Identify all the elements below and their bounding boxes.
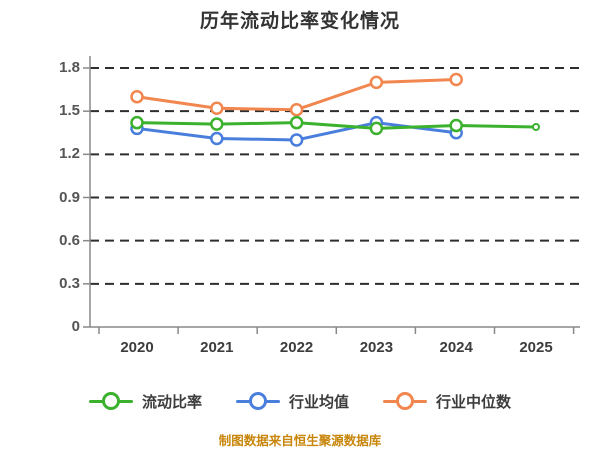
legend-item-流动比率[interactable]: 流动比率 (88, 391, 202, 412)
y-tick-label: 1.5 (59, 102, 80, 120)
data-point-行业中位数 (449, 72, 463, 87)
x-tick-label: 2024 (439, 339, 473, 356)
data-point-流动比率 (369, 121, 384, 136)
data-point-流动比率 (210, 117, 224, 131)
data-point-流动比率 (289, 115, 304, 130)
y-tick-label: 0.6 (59, 231, 80, 249)
y-tick-label: 0 (71, 318, 80, 335)
chart-title: 历年流动比率变化情况 (199, 11, 400, 32)
data-point-行业均值 (210, 131, 224, 146)
legend-marker-icon (235, 392, 280, 410)
data-point-行业中位数 (289, 102, 304, 117)
chart-legend: 流动比率 行业均值 行业中位数 (0, 388, 600, 414)
x-tick-label: 2025 (519, 339, 553, 356)
series-line-流动比率 (136, 121, 537, 130)
x-tick-label: 2022 (279, 339, 314, 356)
data-point-流动比率 (130, 115, 144, 130)
data-point-行业中位数 (130, 90, 144, 104)
legend-label: 行业中位数 (436, 393, 512, 411)
data-point-行业中位数 (210, 101, 224, 116)
y-tick-label: 1.2 (59, 145, 80, 163)
legend-marker-icon (383, 392, 427, 410)
legend-marker-icon (88, 392, 133, 410)
y-tick-label: 0.9 (59, 188, 80, 206)
data-point-行业均值 (289, 133, 304, 147)
data-point-流动比率 (449, 118, 463, 133)
data-point-流动比率 (532, 122, 540, 131)
x-tick-label: 2021 (200, 339, 234, 356)
y-tick-label: 0.3 (59, 274, 80, 292)
legend-label: 行业均值 (288, 393, 349, 411)
y-tick-label: 1.8 (59, 59, 80, 76)
legend-item-行业均值[interactable]: 行业均值 (235, 391, 349, 412)
x-tick-label: 2020 (120, 339, 154, 356)
x-tick-label: 2023 (359, 339, 394, 356)
data-source-note: 制图数据来自恒生聚源数据库 (218, 434, 382, 448)
legend-item-行业中位数[interactable]: 行业中位数 (383, 391, 511, 412)
legend-label: 流动比率 (141, 393, 202, 411)
data-point-行业中位数 (369, 75, 384, 90)
